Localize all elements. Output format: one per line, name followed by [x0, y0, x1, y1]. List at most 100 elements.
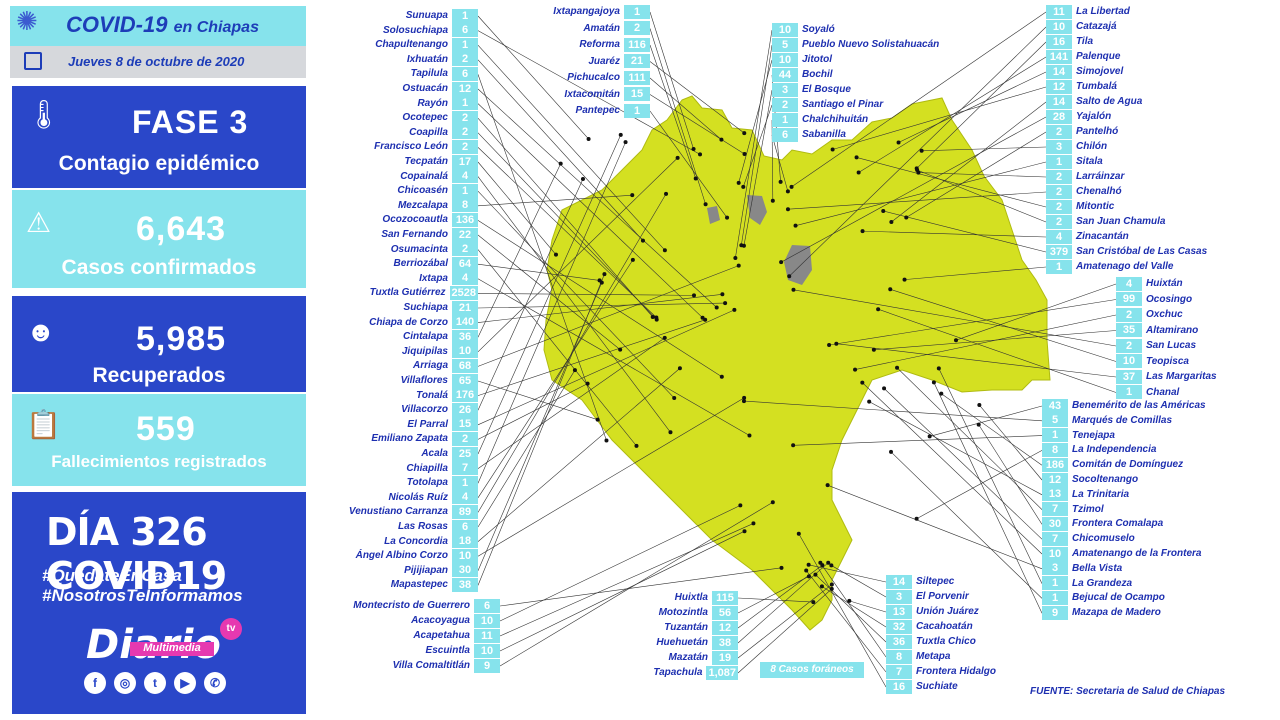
municipality-dot — [664, 191, 669, 196]
municipality-benemerito-de-las-americas: 43 Benemérito de las Américas — [1042, 398, 1206, 413]
case-count-badge: 2 — [624, 21, 650, 35]
municipality-dot — [791, 287, 796, 292]
municipality-name: Chiapa de Corzo — [369, 316, 448, 328]
case-count-badge: 6 — [474, 598, 500, 613]
municipality-dot — [742, 131, 747, 136]
twitter-icon[interactable]: t — [144, 672, 166, 694]
header-title: COVID-19 en Chiapas — [66, 12, 259, 37]
municipality-tenejapa: 1 Tenejapa — [1042, 428, 1115, 443]
municipality-name: Villaflores — [400, 375, 448, 386]
municipality-jiquipilas: Jiquipilas 10 — [278, 344, 478, 359]
municipality-dot — [741, 243, 746, 248]
case-count-badge: 10 — [1042, 546, 1068, 561]
case-count-badge: 1 — [772, 112, 798, 127]
municipality-escuintla: Escuintla 10 — [300, 643, 500, 658]
hashtag-stay-home: #QuédateEnCasa — [42, 566, 182, 585]
municipality-name: Unión Juárez — [916, 606, 979, 617]
doctor-icon: ☻ — [26, 316, 56, 347]
municipality-dot — [829, 582, 834, 587]
municipality-name: Sunuapa — [405, 10, 448, 21]
municipality-dot — [806, 574, 811, 579]
leader-line — [917, 169, 1047, 223]
whatsapp-icon[interactable]: ✆ — [204, 672, 226, 694]
leader-line — [477, 309, 735, 426]
municipality-dot — [813, 572, 818, 577]
municipality-arriaga: Arriaga 68 — [278, 358, 478, 373]
leader-line — [789, 26, 1047, 277]
municipality-dot — [919, 148, 924, 153]
municipality-dot — [977, 403, 982, 408]
case-count-badge: 13 — [1042, 487, 1068, 502]
municipality-yajalon: 28 Yajalón — [1046, 109, 1111, 124]
case-count-badge: 1 — [1042, 576, 1068, 591]
municipality-dot — [976, 422, 981, 427]
municipality-las-margaritas: 37 Las Margaritas — [1116, 369, 1217, 384]
municipality-name: Suchiapa — [403, 302, 448, 313]
leader-line — [477, 380, 598, 420]
warning-virus-icon: ⚠ — [26, 207, 52, 238]
foreign-cases-badge: 8 Casos foráneos — [760, 662, 864, 678]
municipality-name: Emiliano Zapata — [371, 433, 448, 445]
municipality-name: Ocosingo — [1146, 293, 1193, 305]
municipality-sabanilla: 6 Sabanilla — [772, 127, 846, 142]
youtube-icon[interactable]: ▶ — [174, 672, 196, 694]
case-count-badge: 19 — [712, 650, 738, 665]
municipality-name: Osumacinta — [390, 243, 448, 255]
municipality-dot — [586, 136, 591, 141]
municipality-dot — [725, 215, 730, 220]
municipality-chiapa-de-corzo: Chiapa de Corzo 140 — [278, 315, 478, 330]
facebook-icon[interactable]: f — [84, 672, 106, 694]
case-count-badge: 4 — [1046, 229, 1072, 244]
municipality-dot — [751, 521, 756, 526]
municipality-berriozabal: Berriozábal 64 — [278, 256, 478, 271]
municipality-name: Ixtacomitán — [564, 88, 620, 100]
municipality-montecristo-de-guerrero: Montecristo de Guerrero 6 — [300, 598, 500, 613]
municipality-name: Acapetahua — [413, 630, 470, 641]
municipality-name: Las Rosas — [397, 521, 448, 532]
municipality-dot — [829, 563, 834, 568]
clipboard-icon: 📋 — [26, 409, 61, 440]
municipality-dot — [847, 598, 852, 603]
leader-line — [862, 382, 1043, 555]
municipality-pijijiapan: Pijijiapan 30 — [278, 563, 478, 578]
municipality-catazaja: 10 Catazajá — [1046, 19, 1117, 34]
case-count-badge: 21 — [624, 54, 650, 68]
municipality-name: Tecpatán — [404, 156, 448, 167]
municipality-name: Venustiano Carranza — [348, 506, 448, 518]
municipality-name: La Concordia — [384, 535, 448, 547]
municipality-name: Arriaga — [412, 360, 448, 372]
case-count-badge: 379 — [1046, 244, 1072, 259]
case-count-badge: 15 — [624, 87, 650, 101]
municipality-dot — [602, 272, 607, 277]
case-count-badge: 15 — [452, 417, 478, 432]
brand-sub: Multimedia — [130, 642, 214, 656]
municipality-villaflores: Villaflores 65 — [278, 373, 478, 388]
case-count-badge: 5 — [772, 37, 798, 52]
case-count-badge: 6 — [452, 519, 478, 534]
municipality-dot — [785, 189, 790, 194]
municipality-name: Sabanilla — [802, 129, 846, 140]
leader-line — [649, 11, 694, 150]
case-count-badge: 2 — [452, 139, 478, 154]
municipality-name: Santiago el Pinar — [802, 99, 884, 110]
municipality-dot — [698, 152, 703, 157]
municipality-dot — [720, 292, 725, 297]
municipality-comitan-de-dominguez: 186 Comitán de Domínguez — [1042, 457, 1183, 472]
recovered-label: Recuperados — [92, 364, 226, 387]
municipality-dot — [723, 301, 728, 306]
municipality-name: Mapastepec — [390, 579, 448, 591]
instagram-icon[interactable]: ◎ — [114, 672, 136, 694]
brand-tv: tv — [220, 618, 242, 640]
municipality-tuzantan: Tuzantán 12 — [578, 620, 738, 635]
municipality-name: San Juan Chamula — [1076, 216, 1166, 227]
leader-line — [477, 319, 706, 396]
case-count-badge: 1 — [1046, 259, 1072, 274]
leader-line — [477, 163, 561, 338]
leader-line — [477, 278, 750, 436]
case-count-badge: 1 — [1042, 590, 1068, 605]
municipality-dot — [618, 132, 623, 137]
leader-line — [477, 193, 667, 513]
municipality-name: La Independencia — [1072, 444, 1157, 456]
case-count-badge: 8 — [452, 198, 478, 213]
municipality-san-fernando: San Fernando 22 — [278, 227, 478, 242]
